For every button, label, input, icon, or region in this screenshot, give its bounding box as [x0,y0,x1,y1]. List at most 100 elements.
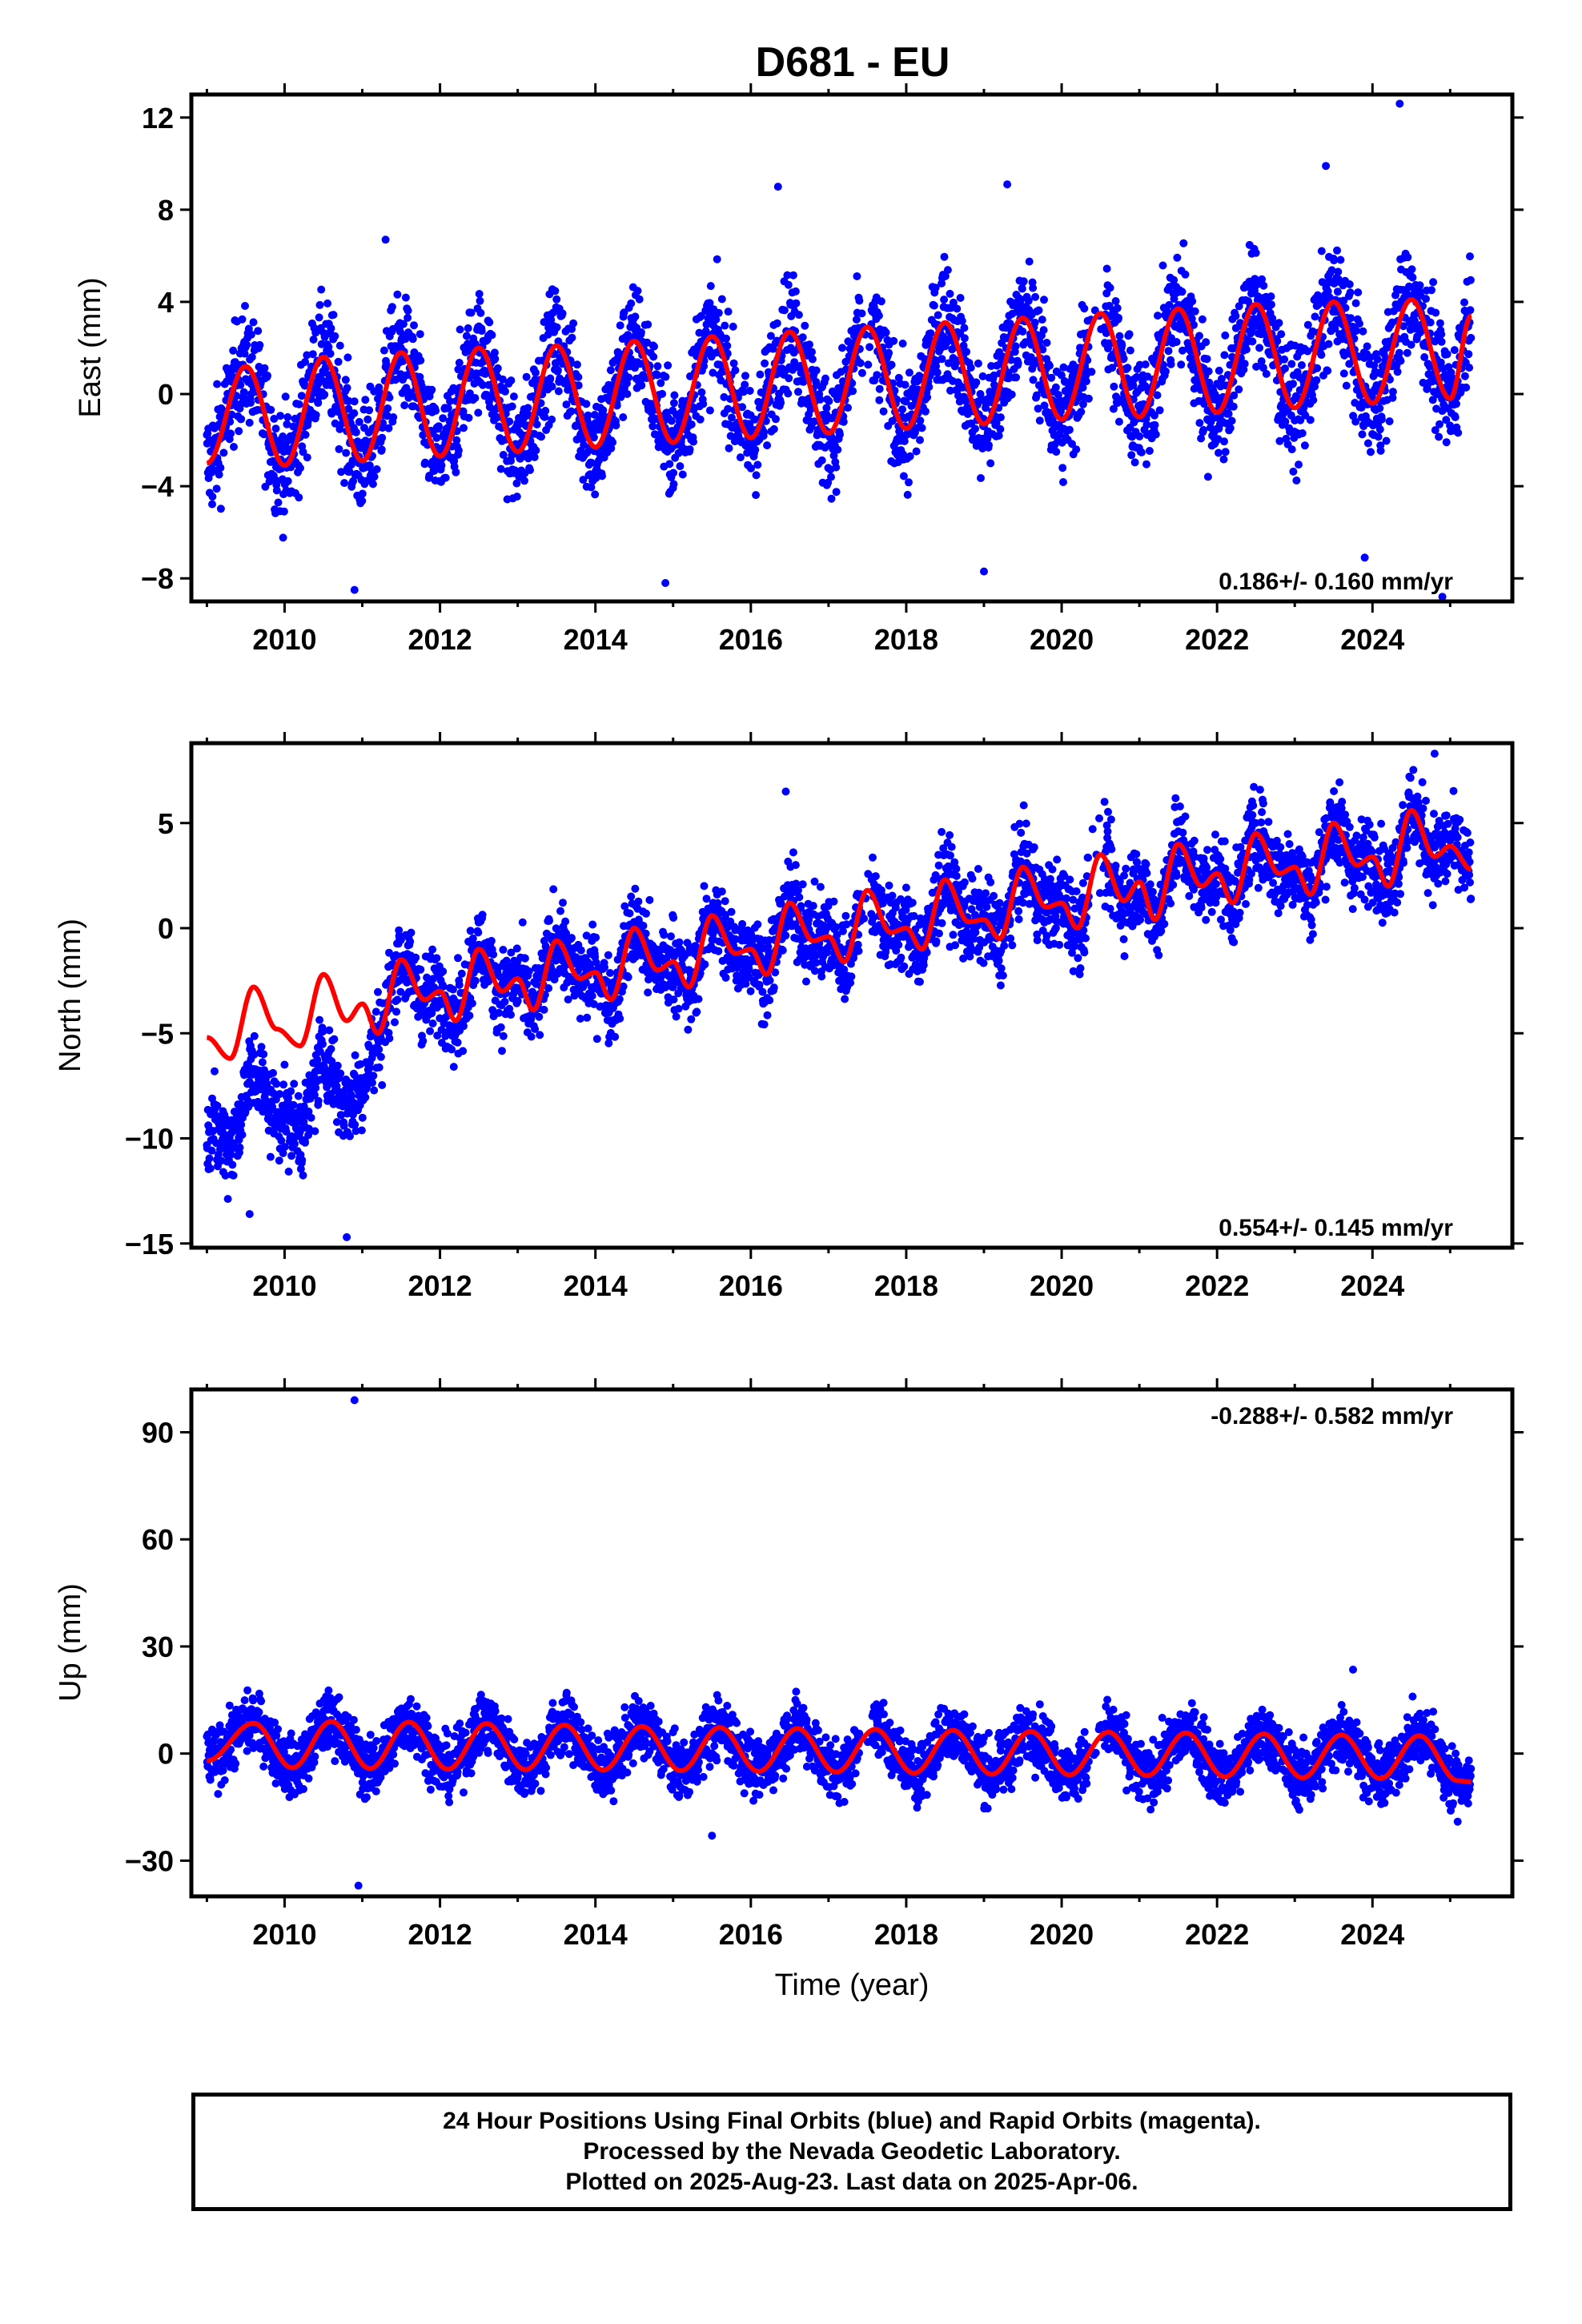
east-data-point [1292,476,1301,485]
east-data-point [400,401,409,410]
east-data-point [1388,388,1397,396]
east-data-point [558,309,567,318]
east-data-point [940,296,949,304]
north-data-point [311,1127,319,1136]
east-data-point [238,315,247,324]
east-outlier-point [350,585,359,594]
north-data-point [428,1019,437,1027]
north-data-point [235,1143,244,1152]
east-data-point [255,340,264,349]
east-data-point [227,429,235,438]
north-data-point [406,937,415,946]
east-data-point [355,417,363,426]
east-data-point [665,460,674,468]
east-data-point [1141,360,1150,369]
east-data-point [260,364,269,372]
north-data-point [561,917,570,926]
east-data-point [713,255,721,263]
north-data-point [294,1092,303,1100]
east-data-point [1373,355,1382,364]
north-data-point [478,911,487,919]
north-data-point [457,969,466,978]
north-data-point [358,1113,367,1122]
east-data-point [899,472,908,480]
east-data-point [1429,278,1438,287]
east-data-point [953,304,962,313]
east-data-point [311,411,320,420]
north-data-point [250,1031,259,1040]
east-data-point [321,364,330,372]
east-data-point [1435,432,1443,441]
east-x-tick-label: 2018 [874,623,938,656]
east-data-point [785,374,793,383]
east-data-point [308,350,317,359]
east-data-point [512,493,521,501]
north-data-point [644,988,652,997]
east-data-point [383,404,392,412]
north-data-point [639,922,648,930]
east-data-point [1173,253,1182,262]
east-data-point [327,324,335,332]
north-data-point [500,997,509,1006]
north-data-point [333,1061,342,1070]
east-data-point [853,272,861,280]
east-data-point [437,461,446,470]
east-data-point [335,341,344,350]
east-data-point [1012,373,1021,382]
east-data-point [1047,373,1056,382]
north-data-point [361,1093,370,1102]
north-data-point [228,1160,237,1169]
east-data-point [706,282,715,291]
north-data-point [393,995,402,1004]
east-data-point [664,361,673,370]
east-data-point [1154,312,1162,320]
east-data-point [303,453,311,462]
east-data-point [301,430,310,439]
east-data-point [1113,304,1122,312]
east-data-point [274,498,283,507]
east-data-point [1375,425,1384,434]
east-data-point [1452,400,1460,408]
east-data-point [1007,390,1016,399]
east-data-point [760,428,769,436]
east-outlier-point [1360,553,1369,562]
east-data-point [324,343,333,352]
east-data-point [977,474,985,482]
east-data-point [464,324,472,332]
north-data-point [588,991,596,1000]
east-data-point [532,446,540,455]
north-data-point [259,1050,268,1059]
north-data-point [330,1035,339,1043]
north-data-point [631,884,640,893]
east-data-point [1019,277,1028,286]
east-data-point [1367,448,1375,456]
east-data-point [370,472,379,481]
east-data-point [1188,297,1197,306]
east-data-point [537,432,545,441]
east-data-point [940,252,949,261]
east-data-point [1203,355,1211,364]
east-data-point [926,329,935,338]
north-data-point [527,1032,536,1041]
east-data-point [865,343,874,352]
east-data-point [1195,332,1203,340]
east-data-point [358,489,367,498]
east-data-point [1114,417,1123,426]
north-data-point [229,1171,238,1180]
north-data-point [371,1007,380,1016]
east-data-point [368,480,377,489]
north-data-point [535,1012,544,1021]
east-data-point [753,460,762,469]
east-data-point [1204,367,1213,376]
east-data-point [1220,351,1229,360]
north-data-point [465,1011,474,1020]
east-data-point [1333,246,1341,255]
north-data-point [287,1087,295,1096]
east-data-point [612,421,620,430]
east-data-point [320,390,329,399]
north-data-point [634,897,643,906]
east-data-point [1323,367,1332,375]
east-data-point [729,322,737,331]
east-data-point [551,287,560,296]
east-data-point [631,312,640,321]
